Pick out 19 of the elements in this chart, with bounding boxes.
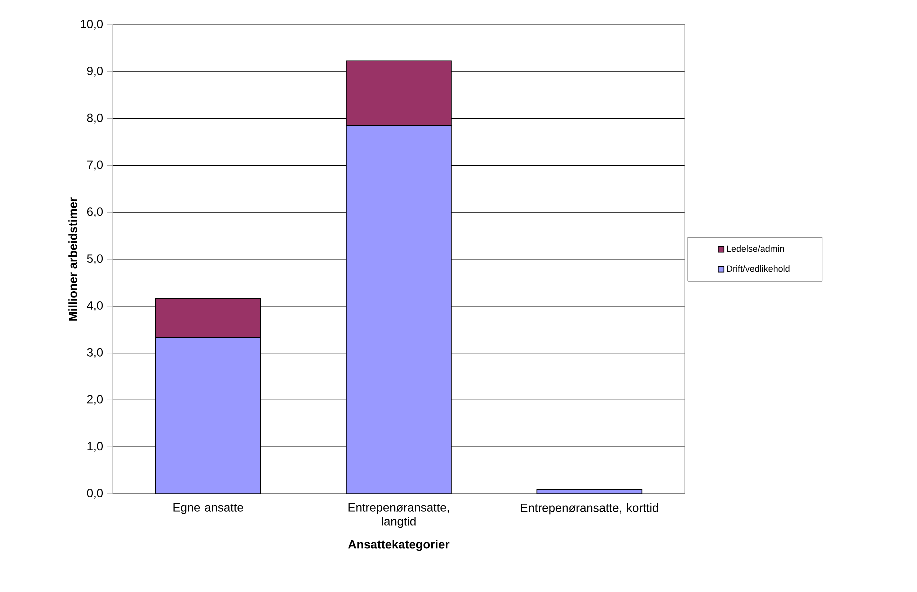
y-tick-label: 6,0 bbox=[87, 208, 104, 218]
y-tick-label: 2,0 bbox=[87, 395, 104, 406]
y-tick-label: 0,0 bbox=[87, 489, 104, 499]
y-tick-label: 1,0 bbox=[88, 442, 104, 452]
y-tick-label: 5,0 bbox=[87, 254, 104, 264]
y-axis-title: Millioner arbeidstimer bbox=[68, 198, 78, 321]
bar bbox=[536, 489, 643, 494]
y-tick-label: 4,0 bbox=[87, 301, 104, 312]
legend-label: Ledelse/admin bbox=[727, 246, 784, 252]
y-tick-label: 9,0 bbox=[87, 66, 104, 77]
x-tick-label: Entrepenøransatte, korttid bbox=[521, 504, 658, 515]
x-tick-label: Entrepenøransatte, langtid bbox=[348, 504, 450, 528]
y-tick-label: 8,0 bbox=[87, 114, 104, 124]
y-tick-label: 3,0 bbox=[87, 348, 104, 358]
y-tick-label: 10,0 bbox=[81, 20, 104, 30]
x-axis-title: Ansattekategorier bbox=[348, 540, 450, 552]
legend-label: Drift/vedlikehold bbox=[727, 265, 790, 272]
y-tick-label: 7,0 bbox=[87, 160, 104, 171]
x-tick-label: Egne ansatte bbox=[174, 504, 244, 514]
